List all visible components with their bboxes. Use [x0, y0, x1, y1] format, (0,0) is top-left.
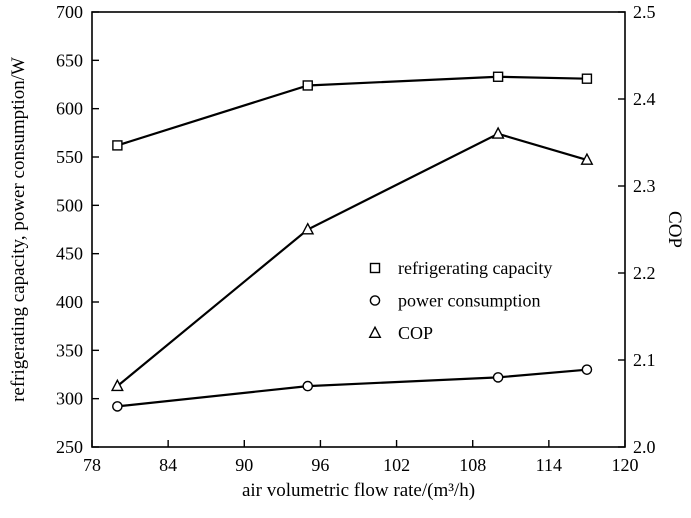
square-marker: [492, 71, 504, 82]
triangle-marker: [110, 378, 124, 392]
right-y-tick-label: 2.0: [633, 437, 656, 457]
series-COP: [110, 126, 594, 392]
series-power-consumption: [112, 364, 593, 412]
triangle-marker: [580, 152, 594, 165]
series-line: [117, 368, 588, 408]
right-y-tick-label: 2.1: [633, 350, 656, 370]
right-y-axis-title: COP: [664, 211, 685, 248]
circle-marker: [492, 372, 504, 383]
x-axis: 78 84 90 96 102 108 114 120: [83, 440, 639, 475]
left-y-tick-label: 550: [56, 147, 83, 167]
triangle-marker: [491, 126, 505, 139]
left-y-tick-label: 250: [56, 437, 83, 457]
left-y-axis: 250 300 350 400 450 500 550 600 650 700: [56, 2, 99, 457]
series-line: [116, 132, 588, 387]
left-y-axis-title: refrigerating capacity, power consumptio…: [8, 57, 29, 402]
series-line: [117, 75, 587, 147]
left-y-tick-label: 350: [56, 340, 83, 360]
square-marker: [302, 80, 313, 91]
left-y-tick-label: 650: [56, 50, 83, 70]
right-y-tick-label: 2.4: [633, 89, 656, 109]
left-y-tick-label: 500: [56, 195, 83, 215]
circle-marker: [369, 295, 381, 306]
x-tick-label: 84: [159, 455, 177, 475]
square-marker: [112, 140, 123, 151]
legend: refrigerating capacity power consumption C…: [368, 258, 552, 343]
series-refrigerating-capacity: [112, 71, 593, 151]
square-marker: [581, 73, 593, 84]
right-y-tick-label: 2.5: [633, 2, 656, 22]
left-y-tick-label: 450: [56, 244, 83, 264]
triangle-marker: [301, 222, 315, 235]
square-marker: [369, 262, 381, 274]
left-y-tick-label: 700: [56, 2, 83, 22]
plot-border: [91, 11, 626, 448]
x-tick-label: 96: [311, 455, 329, 475]
x-tick-label: 120: [612, 455, 639, 475]
circle-marker: [302, 380, 314, 392]
left-y-tick-label: 400: [56, 292, 83, 312]
triangle-marker: [368, 325, 382, 338]
legend-label: COP: [398, 323, 433, 343]
x-tick-label: 90: [235, 455, 253, 475]
x-tick-label: 114: [536, 455, 562, 475]
circle-marker: [112, 401, 123, 412]
left-y-tick-label: 600: [56, 99, 83, 119]
right-y-tick-label: 2.2: [633, 263, 656, 283]
right-y-axis: 2.0 2.1 2.2 2.3 2.4 2.5: [618, 2, 656, 457]
legend-label: refrigerating capacity: [398, 258, 552, 278]
x-tick-label: 78: [83, 455, 101, 475]
x-tick-label: 108: [459, 455, 486, 475]
legend-label: power consumption: [398, 291, 540, 311]
left-y-tick-label: 300: [56, 389, 83, 409]
x-tick-label: 102: [383, 455, 410, 475]
right-y-tick-label: 2.3: [633, 176, 656, 196]
x-axis-title: air volumetric flow rate/(m³/h): [242, 480, 475, 501]
circle-marker: [581, 364, 593, 375]
